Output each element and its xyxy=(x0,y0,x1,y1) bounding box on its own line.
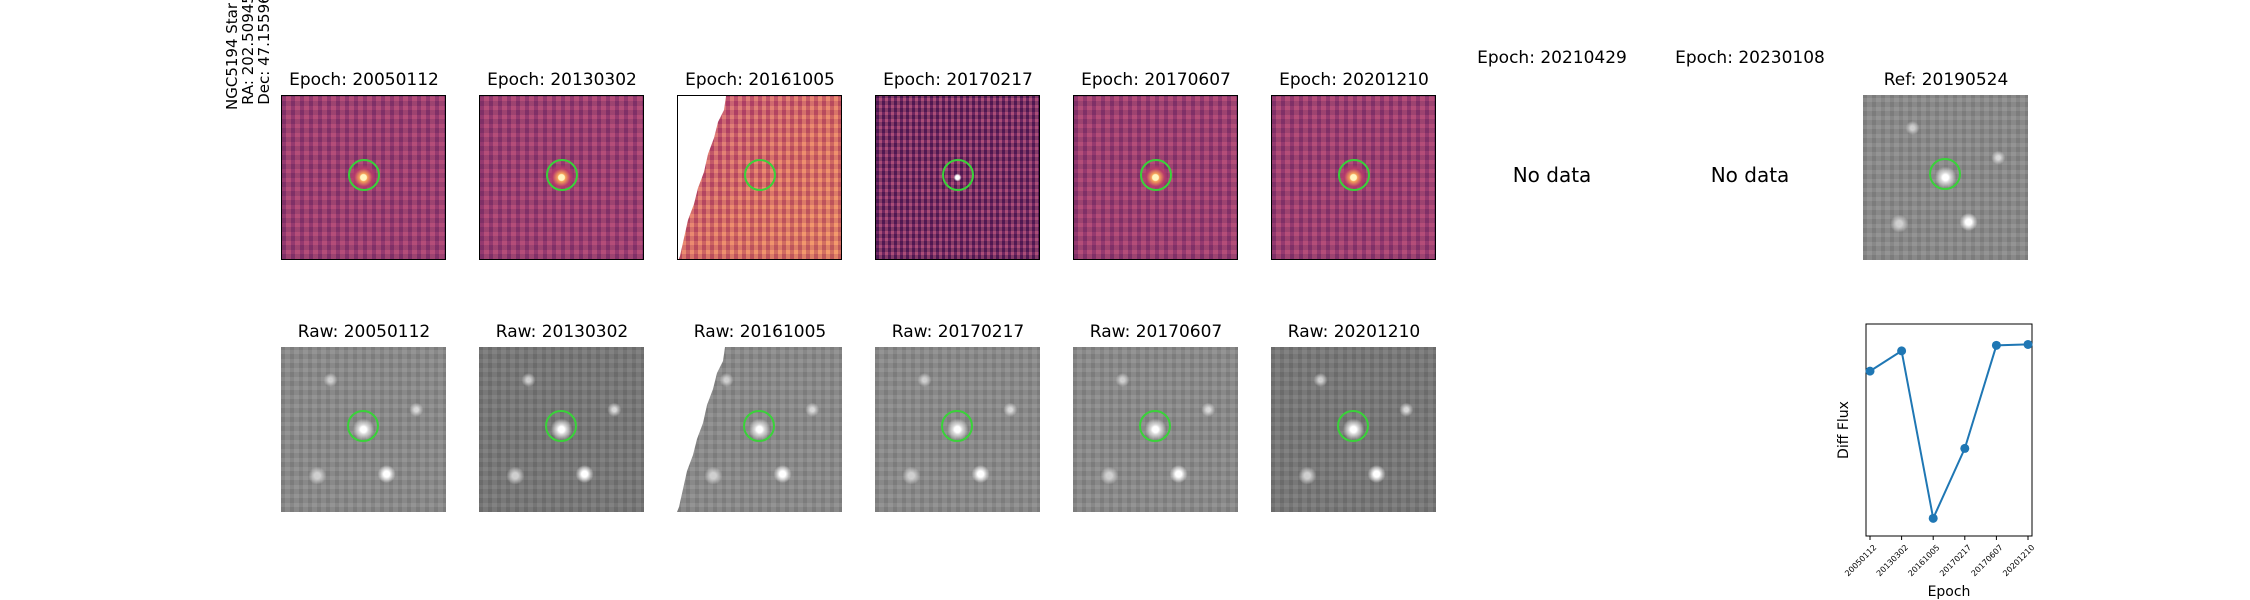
target-circle xyxy=(1929,158,1961,190)
raw-image-20170607 xyxy=(1073,347,1238,512)
target-circle xyxy=(1337,410,1369,442)
target-circle xyxy=(348,159,380,191)
y-axis-label: Diff Flux xyxy=(1836,401,1852,459)
diff-title-1: Epoch: 20050112 xyxy=(281,70,447,90)
raw-image-20130302 xyxy=(479,347,644,512)
diff-title-2: Epoch: 20130302 xyxy=(479,70,645,90)
raw-image-20170217 xyxy=(875,347,1040,512)
data-point xyxy=(1897,346,1906,355)
star-label: NGC5194 Star 141 RA: 202.5094523 Dec: 47… xyxy=(224,0,272,110)
target-circle xyxy=(1139,410,1171,442)
diff-image-20050112 xyxy=(281,95,446,260)
target-circle xyxy=(546,159,578,191)
diff-title-7: Epoch: 20210429 xyxy=(1469,48,1635,68)
star-name: NGC5194 Star 141 xyxy=(224,0,240,110)
data-point xyxy=(1992,341,2001,350)
diff-title-4: Epoch: 20170217 xyxy=(875,70,1041,90)
diff-title-6: Epoch: 20201210 xyxy=(1271,70,1437,90)
target-circle xyxy=(347,410,379,442)
x-axis-label: Epoch xyxy=(1928,584,1971,600)
x-tick-label: 20130302 xyxy=(1875,543,1910,578)
no-data-20210429: No data xyxy=(1469,163,1635,187)
target-circle xyxy=(545,410,577,442)
target-circle xyxy=(744,159,776,191)
raw-title-2: Raw: 20130302 xyxy=(479,322,645,342)
diff-image-20201210 xyxy=(1271,95,1436,260)
diff-image-20161005 xyxy=(677,95,842,260)
data-point xyxy=(1866,367,1875,376)
diff-image-20130302 xyxy=(479,95,644,260)
raw-image-20050112 xyxy=(281,347,446,512)
star-ra: RA: 202.5094523 xyxy=(240,0,256,110)
raw-image-20161005 xyxy=(677,347,842,512)
raw-title-3: Raw: 20161005 xyxy=(677,322,843,342)
raw-title-6: Raw: 20201210 xyxy=(1271,322,1437,342)
ref-title: Ref: 20190524 xyxy=(1863,70,2029,90)
diff-title-5: Epoch: 20170607 xyxy=(1073,70,1239,90)
raw-title-5: Raw: 20170607 xyxy=(1073,322,1239,342)
diff-title-8: Epoch: 20230108 xyxy=(1667,48,1833,68)
diff-title-3: Epoch: 20161005 xyxy=(677,70,843,90)
x-tick-label: 20161005 xyxy=(1906,543,1941,578)
target-circle xyxy=(942,159,974,191)
data-point xyxy=(2024,340,2033,349)
target-circle xyxy=(941,410,973,442)
x-tick-label: 20170217 xyxy=(1938,543,1973,578)
raw-image-20201210 xyxy=(1271,347,1436,512)
raw-title-1: Raw: 20050112 xyxy=(281,322,447,342)
data-point xyxy=(1929,514,1938,523)
target-circle xyxy=(1338,159,1370,191)
plot-frame xyxy=(1866,324,2032,536)
raw-title-4: Raw: 20170217 xyxy=(875,322,1041,342)
target-circle xyxy=(1140,159,1172,191)
light-curve-chart: Diff Flux Epoch 200501122013030220161005… xyxy=(1830,322,2060,600)
x-tick-label: 20170607 xyxy=(1970,543,2005,578)
x-tick-label: 20050112 xyxy=(1843,543,1878,578)
diff-image-20170217 xyxy=(875,95,1040,260)
series-line xyxy=(1870,344,2028,518)
diff-image-20170607 xyxy=(1073,95,1238,260)
star-dec: Dec: 47.1559621 xyxy=(256,0,272,110)
target-circle xyxy=(743,410,775,442)
no-data-20230108: No data xyxy=(1667,163,1833,187)
reference-image xyxy=(1863,95,2028,260)
x-tick-label: 20201210 xyxy=(2001,543,2036,578)
data-point xyxy=(1960,444,1969,453)
